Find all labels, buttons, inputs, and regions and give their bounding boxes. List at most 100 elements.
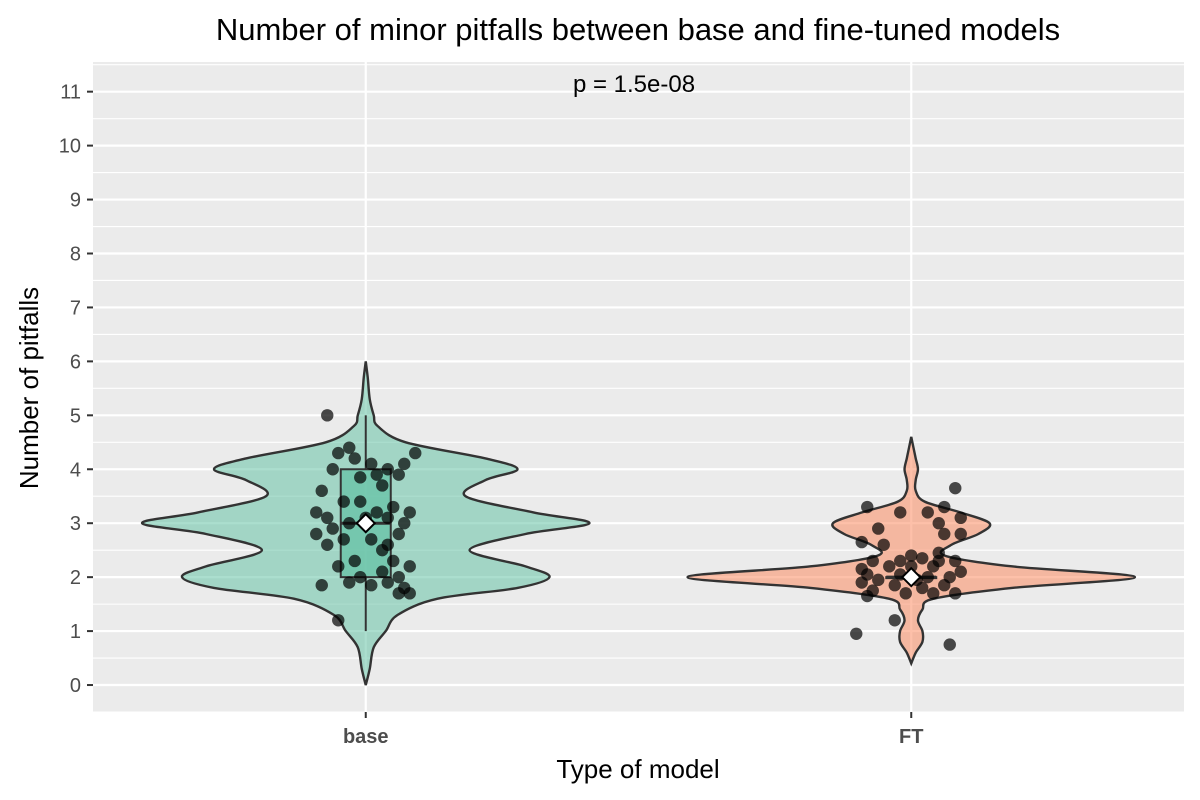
mean-marker [355, 512, 377, 534]
data-point [348, 554, 361, 568]
data-point [354, 471, 367, 484]
data-point [883, 560, 896, 573]
data-point [348, 452, 361, 465]
data-point [321, 538, 334, 551]
data-point [337, 495, 350, 508]
data-point [932, 517, 945, 530]
data-point [376, 479, 389, 492]
data-point [381, 511, 394, 525]
y-tick-label: 5 [70, 405, 81, 427]
data-point [398, 457, 411, 471]
data-point [927, 587, 940, 600]
mean-marker [900, 566, 922, 588]
data-point [343, 576, 356, 589]
minor-gridlines [93, 64, 1184, 713]
data-point [905, 549, 918, 562]
y-tick-label: 7 [70, 297, 81, 319]
data-point [365, 457, 378, 471]
data-point [877, 538, 890, 551]
data-point [387, 554, 400, 568]
data-point [387, 500, 400, 514]
major-gridlines [93, 62, 1184, 712]
data-point [343, 441, 356, 454]
data-point [855, 535, 868, 549]
data-point [938, 579, 951, 592]
data-point [392, 570, 405, 584]
data-point [921, 506, 934, 519]
data-point [310, 506, 323, 519]
data-point [343, 517, 356, 530]
data-point [332, 560, 345, 573]
y-tick-label: 0 [70, 675, 81, 697]
data-point [381, 538, 394, 551]
x-tick-label: FT [899, 726, 923, 748]
points-layer [310, 409, 967, 651]
data-point [354, 495, 367, 508]
data-point [392, 468, 405, 481]
data-point [916, 552, 929, 565]
data-point [365, 533, 378, 546]
data-point [938, 500, 951, 514]
y-tick-label: 10 [59, 136, 81, 158]
data-point [321, 409, 334, 422]
y-tick-label: 3 [70, 513, 81, 535]
data-point [949, 554, 962, 568]
data-point [370, 468, 383, 481]
data-point [861, 500, 874, 514]
data-point [403, 560, 416, 573]
y-tick-label: 1 [70, 621, 81, 643]
x-axis-title: Type of model [556, 754, 719, 784]
y-tick-label: 8 [70, 243, 81, 265]
data-point [381, 576, 394, 589]
means-layer [355, 512, 922, 588]
data-point [354, 570, 367, 584]
data-point [943, 638, 956, 651]
data-point [949, 481, 962, 495]
data-point [872, 573, 885, 587]
data-point [855, 576, 868, 589]
data-point [326, 463, 339, 476]
data-point [403, 506, 416, 519]
y-tick-label: 9 [70, 190, 81, 212]
data-point [866, 554, 879, 568]
data-point [381, 463, 394, 476]
data-point [894, 506, 907, 519]
data-point [315, 484, 328, 498]
chart-title: Number of minor pitfalls between base an… [216, 12, 1060, 47]
data-point [894, 554, 907, 568]
data-point [872, 522, 885, 535]
data-point [916, 581, 929, 595]
data-point [888, 614, 901, 627]
y-tick-label: 11 [60, 82, 81, 104]
p-value-annotation: p = 1.5e-08 [573, 71, 695, 98]
y-tick-label: 6 [70, 351, 81, 373]
y-axis: 0 1 2 3 4 5 6 7 8 9 10 11 [59, 82, 93, 697]
data-point [332, 446, 345, 460]
data-point [938, 527, 951, 541]
data-point [392, 527, 405, 541]
data-point [850, 627, 863, 640]
panel-background [93, 62, 1184, 712]
data-point [326, 522, 339, 535]
data-point [370, 506, 383, 519]
y-tick-label: 2 [70, 567, 81, 589]
data-point [310, 527, 323, 541]
data-point [409, 446, 422, 460]
data-point [365, 579, 378, 592]
data-point [905, 560, 918, 573]
data-point [954, 527, 967, 541]
data-point [932, 546, 945, 560]
data-point [315, 579, 328, 592]
data-point [888, 579, 901, 592]
data-point [927, 560, 940, 573]
data-point [861, 589, 874, 603]
data-point [392, 587, 405, 600]
data-point [321, 511, 334, 525]
data-point [949, 587, 962, 600]
y-axis-title: Number of pitfalls [14, 287, 44, 489]
x-tick-label: base [343, 726, 389, 748]
data-point [899, 587, 912, 600]
data-point [376, 565, 389, 578]
data-point [954, 565, 967, 578]
